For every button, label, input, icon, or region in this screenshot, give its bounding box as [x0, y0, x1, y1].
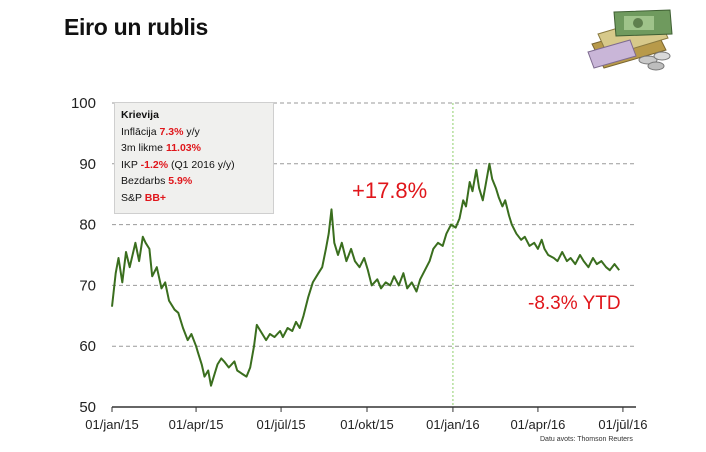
y-tick-label: 80	[79, 217, 96, 234]
y-tick-label: 100	[71, 95, 96, 112]
y-tick-labels: 50 60 70 80 90 100	[71, 95, 96, 416]
x-tick-label: 01/apr/15	[169, 417, 224, 432]
series-line	[111, 162, 620, 387]
info-row-gdp: IKP -1.2% (Q1 2016 y/y)	[121, 158, 235, 171]
y-tick-label: 70	[79, 277, 96, 294]
y-tick-label: 60	[79, 338, 96, 355]
info-row-inflation: Inflācija 7.3% y/y	[121, 125, 200, 138]
info-box-heading: Krievija	[121, 109, 159, 121]
x-tick-label: 01/jan/15	[85, 417, 139, 432]
info-row-rating: S&P BB+	[121, 191, 167, 204]
y-tick-label: 90	[79, 156, 96, 173]
money-pile-icon	[587, 9, 673, 71]
x-tick-label: 01/okt/15	[340, 417, 394, 432]
country-info-box: Krievija Inflācija 7.3% y/y 3m likme 11.…	[114, 102, 274, 214]
x-tick-label: 01/jūl/15	[256, 417, 305, 432]
x-tick-label: 01/apr/16	[510, 417, 565, 432]
info-row-rate: 3m likme 11.03%	[121, 142, 201, 154]
ytd-annotation: -8.3% YTD	[528, 293, 621, 314]
page-title: Eiro un rublis	[64, 14, 209, 40]
info-row-unemployment: Bezdarbs 5.9%	[121, 175, 193, 187]
x-tick-labels: 01/jan/15 01/apr/15 01/jūl/15 01/okt/15 01/j…	[85, 407, 648, 432]
y-tick-label: 50	[79, 399, 96, 416]
change-annotation: +17.8%	[352, 178, 428, 203]
x-tick-label: 01/jūl/16	[598, 417, 647, 432]
x-tick-label: 01/jan/16	[426, 417, 480, 432]
source-note: Datu avots: Thomson Reuters	[540, 436, 633, 443]
